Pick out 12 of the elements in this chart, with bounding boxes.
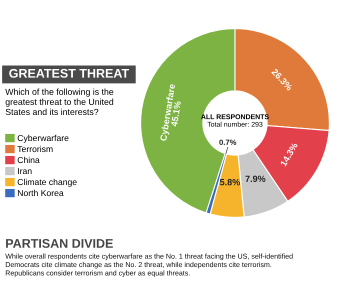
text: PARTISAN DIVIDE xyxy=(6,239,113,248)
data-label: 5.8% xyxy=(220,178,240,186)
text: GREATEST THREAT xyxy=(9,68,129,78)
legend-label: Terrorism xyxy=(17,146,53,152)
text: Which of the following is the greatest threat to the United States and its interests? xyxy=(5,88,114,116)
data-label: 7.9% xyxy=(245,176,266,182)
legend-label: North Korea xyxy=(18,190,64,196)
legend-label: Cyberwarfare xyxy=(18,134,69,143)
legend-label: China xyxy=(18,156,40,164)
legend-label: Climate change xyxy=(18,178,77,187)
data-label: Cyberwarfare 45.1% xyxy=(160,84,182,142)
legend-label: Iran xyxy=(18,168,32,174)
